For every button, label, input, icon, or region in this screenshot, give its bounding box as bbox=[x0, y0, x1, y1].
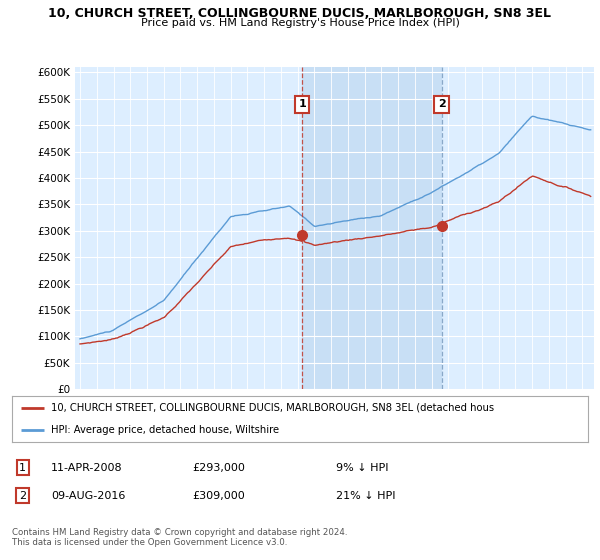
Text: Price paid vs. HM Land Registry's House Price Index (HPI): Price paid vs. HM Land Registry's House … bbox=[140, 18, 460, 28]
Text: 1: 1 bbox=[298, 99, 306, 109]
Text: 9% ↓ HPI: 9% ↓ HPI bbox=[336, 463, 389, 473]
Text: 1: 1 bbox=[19, 463, 26, 473]
Text: £293,000: £293,000 bbox=[192, 463, 245, 473]
Text: 10, CHURCH STREET, COLLINGBOURNE DUCIS, MARLBOROUGH, SN8 3EL (detached hous: 10, CHURCH STREET, COLLINGBOURNE DUCIS, … bbox=[51, 403, 494, 413]
Text: 09-AUG-2016: 09-AUG-2016 bbox=[51, 491, 125, 501]
Bar bbox=[302, 67, 442, 389]
Text: 2: 2 bbox=[19, 491, 26, 501]
Text: 21% ↓ HPI: 21% ↓ HPI bbox=[336, 491, 395, 501]
Text: Contains HM Land Registry data © Crown copyright and database right 2024.
This d: Contains HM Land Registry data © Crown c… bbox=[12, 528, 347, 547]
Text: 2: 2 bbox=[438, 99, 446, 109]
Text: £309,000: £309,000 bbox=[192, 491, 245, 501]
Text: 11-APR-2008: 11-APR-2008 bbox=[51, 463, 122, 473]
Text: HPI: Average price, detached house, Wiltshire: HPI: Average price, detached house, Wilt… bbox=[51, 424, 279, 435]
Text: 10, CHURCH STREET, COLLINGBOURNE DUCIS, MARLBOROUGH, SN8 3EL: 10, CHURCH STREET, COLLINGBOURNE DUCIS, … bbox=[49, 7, 551, 20]
